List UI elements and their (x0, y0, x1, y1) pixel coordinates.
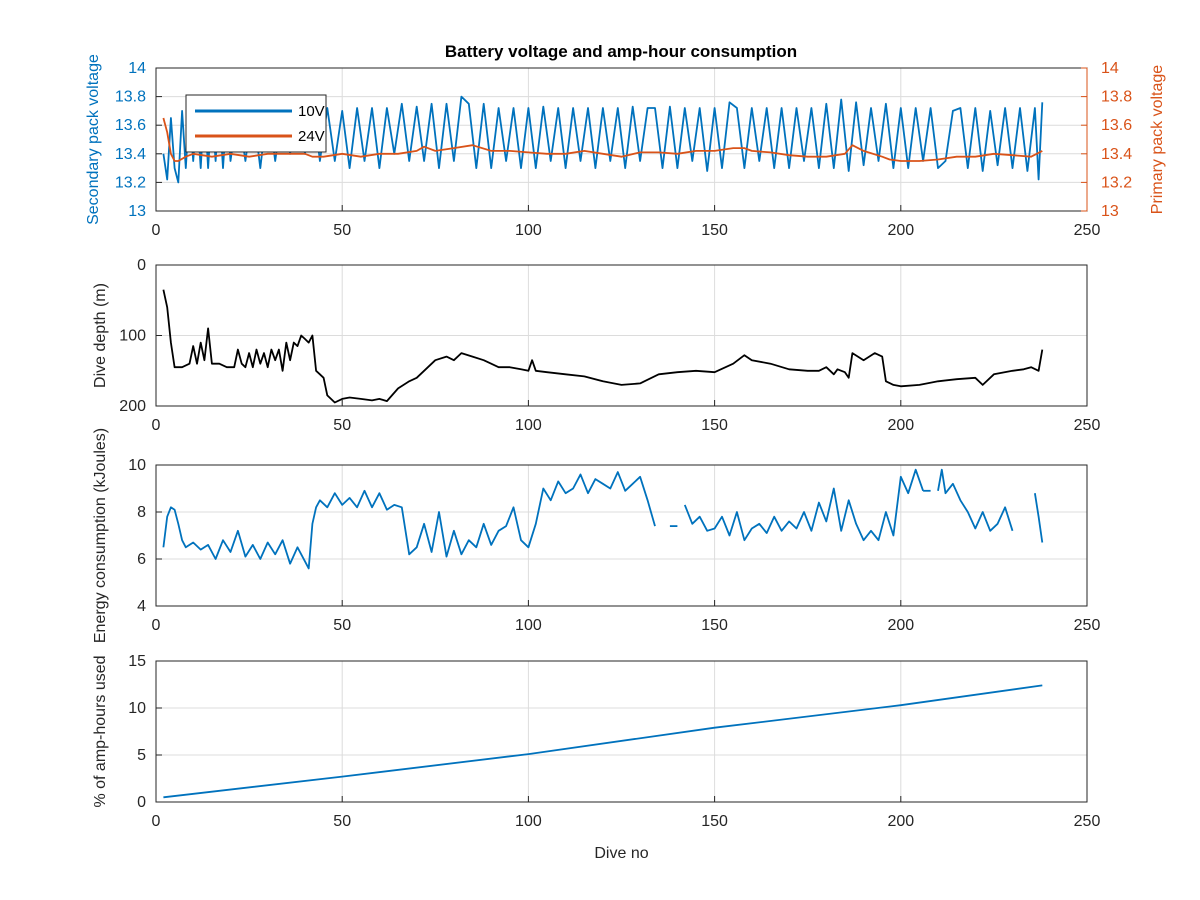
x-tick-label: 250 (1074, 813, 1101, 830)
x-tick-label: 150 (701, 417, 728, 434)
panel-2: 0 50 100 150 200 250 0 100 200 Dive depth (m) (92, 257, 1100, 434)
x-tick-label: 100 (515, 417, 542, 434)
x-tick-label: 100 (515, 617, 542, 634)
x-tick-label: 100 (515, 813, 542, 830)
x-tick-label: 250 (1074, 617, 1101, 634)
panel-3: 0 50 100 150 200 250 4 6 8 10 Energy consumption (… (92, 428, 1100, 643)
y-tick-label: 8 (137, 504, 146, 521)
y-tick-label: 10 (128, 700, 146, 717)
y-right-tick-label: 13.8 (1101, 89, 1132, 106)
x-tick-label: 250 (1074, 222, 1101, 239)
y-axis-label: Energy consumption (kJoules) (92, 428, 109, 643)
series-line-seg-3 (683, 468, 924, 542)
y-axis-label: Dive depth (m) (92, 283, 109, 388)
x-tick-label: 50 (333, 222, 351, 239)
x-tick-label: 0 (152, 617, 161, 634)
y-axis-label: % of amp-hours used (92, 655, 109, 807)
x-tick-label: 0 (152, 417, 161, 434)
y-tick-label: 13.4 (115, 146, 146, 163)
figure-title: Battery voltage and amp-hour consumption (445, 42, 797, 61)
x-tick-label: 150 (701, 813, 728, 830)
y-right-tick-label: 13.4 (1101, 146, 1132, 163)
axes-box (155, 464, 1088, 607)
x-tick-label: 0 (152, 813, 161, 830)
series-line-24V (162, 117, 1043, 162)
y-tick-label: 14 (128, 60, 146, 77)
y-tick-label: 4 (137, 598, 146, 615)
y-axis-label: Secondary pack voltage (85, 54, 102, 225)
x-tick-label: 200 (887, 617, 914, 634)
y-tick-label: 200 (119, 398, 146, 415)
y-tick-label: 15 (128, 653, 146, 670)
y-tick-label: 0 (137, 257, 146, 274)
x-tick-label: 200 (887, 417, 914, 434)
y-right-tick-label: 13.6 (1101, 117, 1132, 134)
x-tick-label: 200 (887, 222, 914, 239)
panel-4: 0 50 100 150 200 250 0 5 10 15 % of amp-hours used… (92, 653, 1100, 862)
y-tick-label: 5 (137, 747, 146, 764)
x-tick-label: 250 (1074, 417, 1101, 434)
y-tick-label: 100 (119, 328, 146, 345)
y-tick-label: 13.8 (115, 89, 146, 106)
y-tick-label: 13 (128, 203, 146, 220)
series-line (163, 684, 1043, 799)
series-line (162, 289, 1044, 404)
axes-box (155, 660, 1088, 803)
series-line-seg-6 (1034, 493, 1044, 543)
x-tick-label: 50 (333, 417, 351, 434)
x-tick-label: 50 (333, 617, 351, 634)
x-tick-label: 150 (701, 617, 728, 634)
y-right-tick-label: 14 (1101, 60, 1119, 77)
x-tick-label: 0 (152, 222, 161, 239)
x-tick-label: 150 (701, 222, 728, 239)
series-line-seg-1 (162, 471, 656, 570)
y-right-axis-label: Primary pack voltage (1149, 65, 1166, 214)
y-tick-label: 10 (128, 457, 146, 474)
y-tick-label: 0 (137, 794, 146, 811)
legend-entry-10V: 10V (298, 103, 325, 120)
y-tick-label: 13.2 (115, 174, 146, 191)
y-right-tick-label: 13 (1101, 203, 1119, 220)
y-tick-label: 6 (137, 551, 146, 568)
legend-entry-24V: 24V (298, 128, 325, 145)
x-axis-label: Dive no (594, 845, 648, 862)
x-tick-label: 100 (515, 222, 542, 239)
series-line-seg-5 (937, 468, 1014, 532)
panel-1: 0 50 100 150 200 2501313.213.413.613.814Secon… (85, 54, 1166, 239)
panels: 0 50 100 150 200 2501313.213.413.613.814Secon… (85, 54, 1166, 862)
x-tick-label: 200 (887, 813, 914, 830)
y-tick-label: 13.6 (115, 117, 146, 134)
x-tick-label: 50 (333, 813, 351, 830)
legend-box (185, 94, 327, 153)
y-right-tick-label: 13.2 (1101, 174, 1132, 191)
